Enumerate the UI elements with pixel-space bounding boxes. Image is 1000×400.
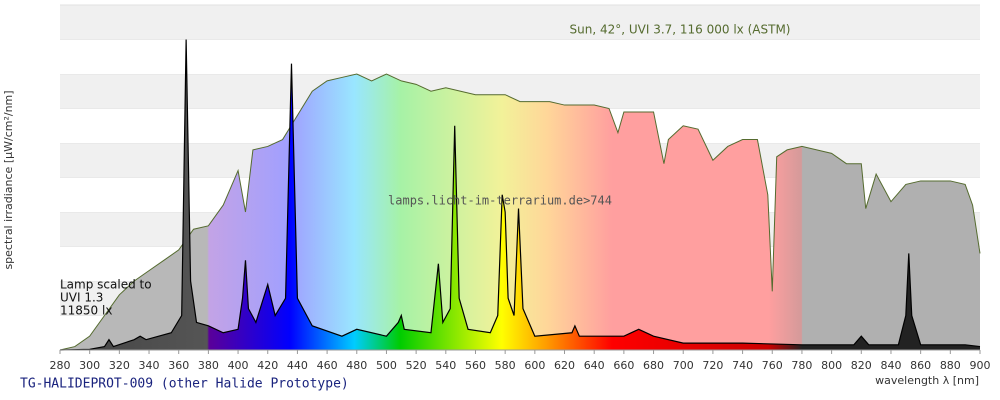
y-axis-label: spectral irradiance [µW/cm²/nm] [2,90,15,269]
x-tick-label: 720 [702,359,723,372]
x-tick-label: 440 [287,359,308,372]
x-tick-label: 660 [613,359,634,372]
x-tick-label: 880 [940,359,961,372]
x-tick-label: 380 [198,359,219,372]
x-tick-label: 840 [880,359,901,372]
area [60,39,980,350]
lamp-annotation: 11850 lx [60,304,112,318]
x-tick-label: 900 [970,359,991,372]
x-tick-label: 500 [376,359,397,372]
x-tick-label: 360 [168,359,189,372]
sun-annotation: Sun, 42°, UVI 3.7, 116 000 lx (ASTM) [570,23,791,37]
x-tick-label: 580 [495,359,516,372]
x-tick-label: 600 [524,359,545,372]
x-tick-label: 760 [762,359,783,372]
lamp-annotation: Lamp scaled to [60,278,152,292]
x-tick-label: 640 [584,359,605,372]
x-tick-label: 420 [257,359,278,372]
x-tick-label: 480 [346,359,367,372]
x-tick-label: 680 [643,359,664,372]
x-tick-label: 400 [228,359,249,372]
chart-title: TG-HALIDEPROT-009 (other Halide Prototyp… [20,377,349,392]
x-tick-label: 300 [79,359,100,372]
x-tick-label: 520 [406,359,427,372]
x-tick-label: 800 [821,359,842,372]
grid-band [60,39,980,74]
x-tick-label: 740 [732,359,753,372]
x-tick-label: 780 [791,359,812,372]
x-tick-label: 340 [139,359,160,372]
line [59,73,981,351]
x-tick-label: 700 [673,359,694,372]
grid-band [60,5,980,40]
x-tick-label: 280 [50,359,71,372]
x-tick-label: 320 [109,359,130,372]
x-tick-label: 540 [435,359,456,372]
x-tick-label: 460 [317,359,338,372]
x-tick-label: 860 [910,359,931,372]
line [59,39,981,351]
watermark: lamps.licht-im-terrarium.de>744 [388,194,612,208]
x-axis-label: wavelength λ [nm] [875,374,979,387]
x-tick-label: 620 [554,359,575,372]
x-tick-label: 820 [851,359,872,372]
lamp-annotation: UVI 1.3 [60,291,103,305]
x-tick-label: 560 [465,359,486,372]
